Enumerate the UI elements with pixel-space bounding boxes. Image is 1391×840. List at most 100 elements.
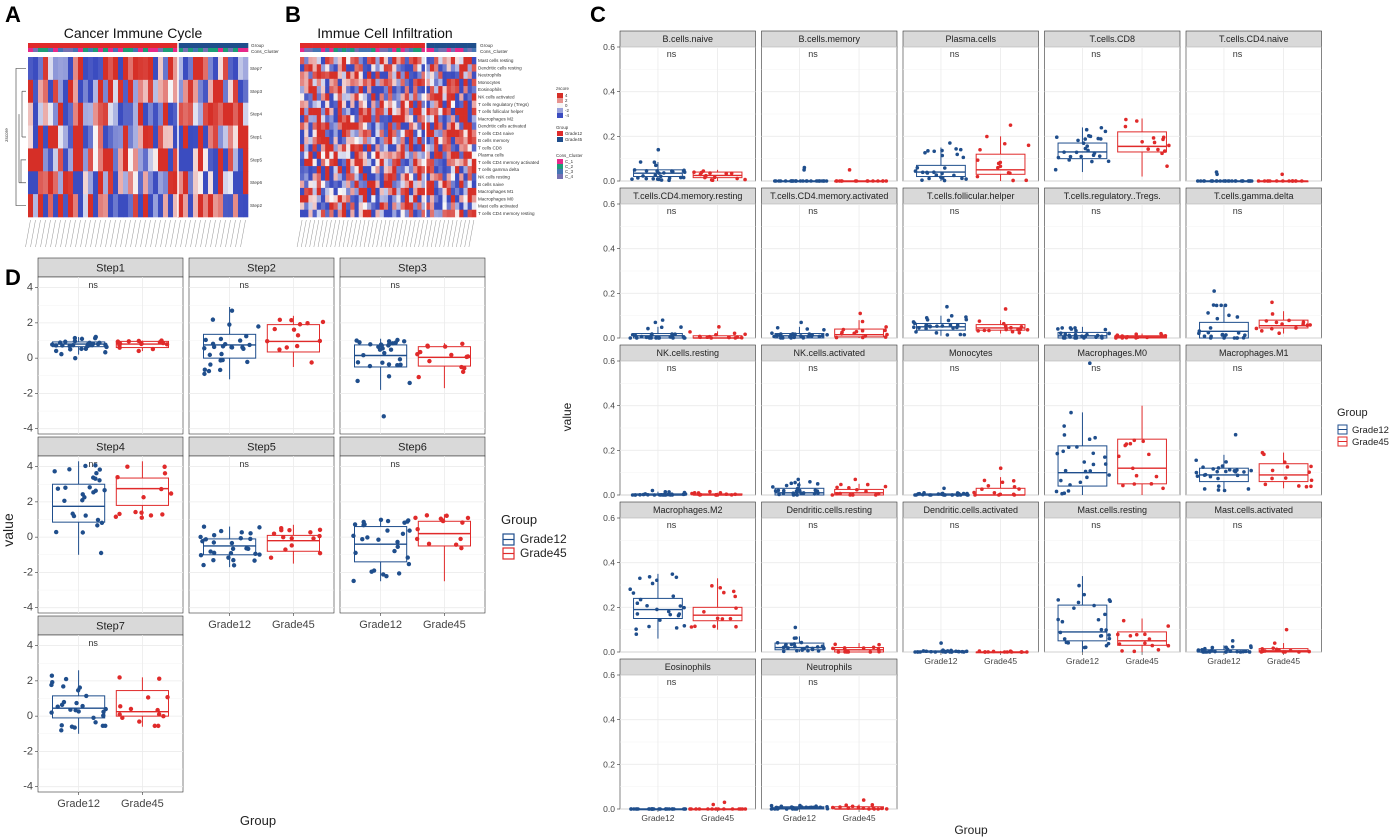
- box: [1117, 131, 1167, 153]
- heatmap-cell: [400, 173, 406, 181]
- heatmap-cell: [446, 107, 452, 116]
- heatmap-cell: [408, 187, 414, 196]
- heatmap-cell: [413, 144, 418, 152]
- data-point: [1270, 476, 1274, 481]
- sample-id-label: [200, 219, 206, 248]
- heatmap-cell: [429, 180, 435, 189]
- data-point: [1294, 179, 1298, 183]
- sample-id-label: [464, 219, 470, 248]
- cluster-annotation-cell: [238, 48, 244, 52]
- data-point: [1307, 649, 1311, 654]
- data-point: [1149, 482, 1154, 486]
- data-point: [915, 165, 920, 170]
- group-annotation-cell: [168, 43, 174, 48]
- data-point: [218, 336, 224, 342]
- heatmap-cell: [304, 195, 309, 203]
- heatmap-cell: [173, 194, 179, 218]
- group-annotation-cell: [153, 43, 159, 48]
- heatmap-cell: [421, 86, 427, 94]
- heatmap-cell: [308, 64, 313, 72]
- data-point: [825, 332, 829, 337]
- data-point: [814, 804, 818, 808]
- heatmap-cell: [367, 93, 372, 101]
- data-point: [954, 147, 958, 151]
- heatmap-cell: [33, 125, 39, 149]
- heatmap-cell: [128, 148, 134, 172]
- heatmap-cell: [358, 57, 364, 65]
- data-point: [633, 493, 638, 497]
- data-point: [1097, 154, 1102, 158]
- data-point: [1010, 329, 1015, 334]
- data-point: [352, 522, 358, 527]
- cluster-annotation-cell: [375, 48, 380, 52]
- cluster-annotation-cell: [33, 48, 39, 52]
- data-point: [708, 171, 712, 175]
- data-point: [871, 179, 875, 183]
- heatmap-cell: [446, 100, 452, 109]
- cluster-annotation-cell: [459, 48, 464, 52]
- data-point: [804, 179, 809, 183]
- heatmap-cell: [73, 194, 79, 218]
- data-point: [97, 340, 102, 346]
- heatmap-cell: [417, 93, 422, 101]
- data-point: [95, 523, 100, 528]
- x-tick-label: Grade45: [1267, 656, 1300, 666]
- data-point: [1308, 323, 1312, 327]
- heatmap-cell: [413, 173, 418, 181]
- heatmap-cell: [371, 195, 376, 203]
- heatmap-cell: [413, 180, 418, 189]
- group-annotation-cell: [329, 43, 334, 48]
- sample-id-label: [30, 219, 36, 248]
- heatmap-cell: [341, 144, 347, 152]
- heatmap-cell: [408, 86, 414, 94]
- heatmap-cell: [383, 195, 389, 203]
- data-point: [157, 676, 162, 681]
- heatmap-cell: [350, 57, 355, 65]
- data-point: [120, 715, 125, 721]
- heatmap-cell: [93, 148, 99, 172]
- heatmap-cell: [346, 100, 351, 109]
- heatmap-cell: [316, 100, 322, 109]
- heatmap-cell: [425, 93, 431, 101]
- heatmap-cell: [48, 148, 54, 172]
- data-point: [165, 694, 170, 700]
- y-tick-label: -2: [23, 566, 33, 578]
- heatmap-cell: [442, 78, 447, 87]
- heatmap-cell: [58, 79, 64, 104]
- sample-id-label: [135, 219, 141, 248]
- heatmap-cell: [341, 64, 347, 72]
- heatmap-cell: [413, 122, 418, 131]
- heatmap-cell: [316, 129, 322, 138]
- heatmap-cell: [459, 144, 464, 152]
- y-tick-label: 0: [27, 710, 33, 722]
- heatmap-cell: [358, 151, 364, 160]
- data-point: [98, 550, 104, 556]
- heatmap-cell: [213, 79, 219, 104]
- heatmap-cell: [329, 78, 334, 87]
- data-point: [944, 650, 948, 654]
- cluster-annotation-cell: [325, 48, 330, 52]
- data-point: [794, 807, 799, 811]
- heatmap-cell: [442, 57, 447, 65]
- heatmap-cell: [371, 158, 376, 167]
- heatmap-cell: [425, 122, 431, 131]
- heatmap-cell: [367, 151, 372, 160]
- data-point: [218, 528, 224, 534]
- heatmap-cell: [346, 195, 351, 203]
- heatmap-cell: [333, 71, 339, 80]
- heatmap-cell: [341, 195, 347, 203]
- outlier-point: [942, 486, 946, 491]
- data-point: [696, 491, 701, 495]
- data-point: [465, 515, 471, 521]
- facet-title: NK.cells.activated: [793, 348, 865, 358]
- data-point: [647, 335, 652, 340]
- data-point: [911, 320, 916, 324]
- heatmap-cell: [442, 209, 447, 218]
- sample-id-label: [220, 219, 226, 248]
- heatmap-cell: [78, 57, 84, 81]
- data-point: [927, 176, 931, 181]
- heatmap-cell: [316, 173, 322, 181]
- data-point: [799, 640, 804, 645]
- data-point: [650, 807, 655, 811]
